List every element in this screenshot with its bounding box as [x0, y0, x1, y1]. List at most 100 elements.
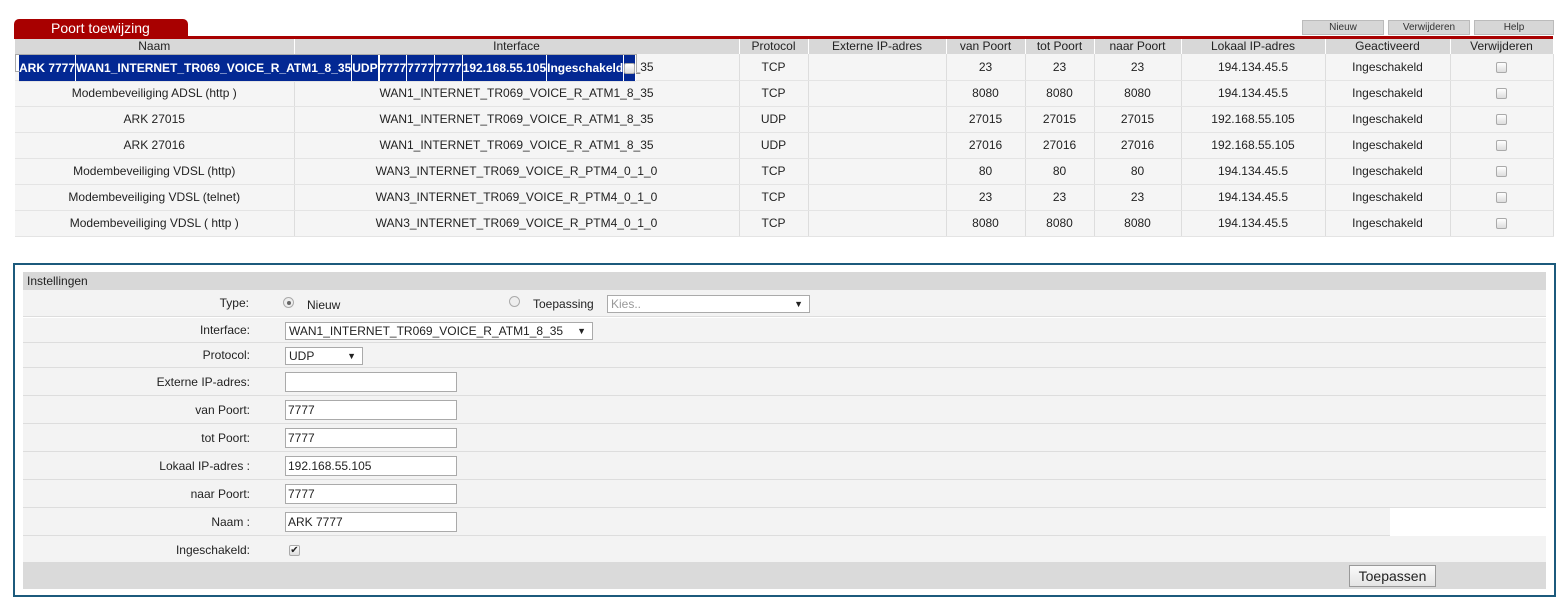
table-cell: 8080	[946, 80, 1026, 107]
radio-new[interactable]	[283, 297, 294, 308]
table-cell: 80	[1094, 158, 1182, 185]
radio-application[interactable]	[509, 296, 520, 307]
delete-checkbox[interactable]	[1496, 218, 1507, 230]
table-cell: 23	[946, 54, 1026, 81]
settings-title: Instellingen	[23, 272, 1546, 290]
table-cell: 192.168.55.105	[1181, 132, 1326, 159]
table-cell: 8080	[1025, 80, 1095, 107]
table-cell: 8080	[1094, 210, 1182, 237]
interface-select-value: WAN1_INTERNET_TR069_VOICE_R_ATM1_8_35	[289, 323, 564, 338]
delete-checkbox[interactable]	[1496, 62, 1507, 74]
local-ip-input[interactable]: 192.168.55.105	[285, 456, 457, 476]
table-cell: 8080	[1094, 80, 1182, 107]
table-cell: Ingeschakeld	[1325, 106, 1451, 133]
dest-port-input[interactable]: 7777	[285, 484, 457, 504]
name-label: Naam :	[211, 515, 250, 529]
enabled-label: Ingeschakeld:	[175, 543, 250, 557]
table-cell: Ingeschakeld	[1325, 184, 1451, 211]
table-cell: 27016	[1025, 132, 1095, 159]
table-cell: TCP	[739, 210, 809, 237]
table-cell: 27015	[1094, 106, 1182, 133]
dest-port-row: naar Poort: 7777	[23, 480, 1546, 508]
table-cell: 7777	[379, 55, 408, 82]
delete-checkbox[interactable]	[1496, 140, 1507, 152]
local-ip-row: Lokaal IP-adres : 192.168.55.105	[23, 452, 1546, 480]
table-cell	[808, 158, 947, 185]
table-cell: UDP	[739, 106, 809, 133]
tab-underline	[14, 36, 1553, 39]
column-header: naar Poort	[1094, 39, 1182, 54]
table-row[interactable]: ARK 7777 WAN1_INTERNET_TR069_VOICE_R_ATM1…	[15, 54, 638, 82]
protocol-label: Protocol:	[202, 348, 250, 362]
name-input[interactable]: ARK 7777	[285, 512, 457, 532]
delete-checkbox[interactable]	[1496, 114, 1507, 126]
protocol-select[interactable]: UDP ▼	[285, 346, 363, 365]
interface-label: Interface:	[199, 323, 250, 337]
table-cell: 27015	[1025, 106, 1095, 133]
table-row[interactable]: ARK 27016 WAN1_INTERNET_TR069_VOICE_R_ATM…	[15, 132, 1554, 159]
delete-cell	[1450, 80, 1554, 107]
type-row: Type: Nieuw Toepassing Kies.. ▼	[23, 290, 1546, 317]
delete-checkbox[interactable]	[1496, 88, 1507, 100]
table-cell	[378, 55, 380, 82]
table-row[interactable]: Modembeveiliging VDSL (telnet) WAN3_INTER…	[15, 184, 1554, 211]
table-row[interactable]: Modembeveiliging VDSL (http) WAN3_INTERNE…	[15, 158, 1554, 185]
table-cell: WAN1_INTERNET_TR069_VOICE_R_ATM1_8_35	[294, 106, 740, 133]
table-cell: 194.134.45.5	[1181, 80, 1326, 107]
apply-button[interactable]: Toepassen	[1349, 565, 1436, 587]
table-cell: 194.134.45.5	[1181, 158, 1326, 185]
table-cell: 194.134.45.5	[1181, 54, 1326, 81]
delete-checkbox[interactable]	[1496, 192, 1507, 204]
to-port-input[interactable]: 7777	[285, 428, 457, 448]
help-button[interactable]: Help	[1474, 20, 1554, 35]
delete-cell	[1450, 184, 1554, 211]
application-select[interactable]: Kies.. ▼	[607, 295, 810, 313]
table-cell: WAN1_INTERNET_TR069_VOICE_R_ATM1_8_35	[75, 55, 353, 82]
table-row[interactable]: ARK 27015 WAN1_INTERNET_TR069_VOICE_R_ATM…	[15, 106, 1554, 133]
interface-select[interactable]: WAN1_INTERNET_TR069_VOICE_R_ATM1_8_35 ▼	[285, 321, 593, 340]
from-port-label: van Poort:	[195, 403, 250, 417]
table-cell: 23	[1094, 54, 1182, 81]
table-cell	[808, 132, 947, 159]
table-cell	[808, 54, 947, 81]
protocol-row: Protocol: UDP ▼	[23, 343, 1546, 368]
table-cell: 7777	[434, 55, 463, 82]
table-cell: Modembeveiliging ADSL (http )	[15, 80, 295, 107]
column-header: Naam	[15, 39, 295, 54]
enabled-checkbox[interactable]: ✔	[289, 544, 300, 556]
delete-checkbox[interactable]	[1496, 166, 1507, 178]
column-header: tot Poort	[1025, 39, 1095, 54]
column-header: Externe IP-adres	[808, 39, 947, 54]
to-port-row: tot Poort: 7777	[23, 424, 1546, 452]
name-row: Naam : ARK 7777	[23, 508, 1390, 536]
column-header: Protocol	[739, 39, 809, 54]
from-port-input[interactable]: 7777	[285, 400, 457, 420]
table-cell: WAN1_INTERNET_TR069_VOICE_R_ATM1_8_35	[294, 132, 740, 159]
table-row[interactable]: Modembeveiliging ADSL (http ) WAN1_INTERN…	[15, 80, 1554, 107]
ext-ip-input[interactable]	[285, 372, 457, 392]
table-row[interactable]: Modembeveiliging VDSL ( http ) WAN3_INTER…	[15, 210, 1554, 237]
table-cell: 23	[946, 184, 1026, 211]
table-cell: 80	[946, 158, 1026, 185]
new-button[interactable]: Nieuw	[1302, 20, 1384, 35]
to-port-label: tot Poort:	[201, 431, 250, 445]
column-header: van Poort	[946, 39, 1026, 54]
table-cell: ARK 27016	[15, 132, 295, 159]
table-cell: 27015	[946, 106, 1026, 133]
local-ip-label: Lokaal IP-adres :	[159, 459, 250, 473]
tab-poort-toewijzing[interactable]: Poort toewijzing	[14, 19, 188, 37]
table-cell: WAN3_INTERNET_TR069_VOICE_R_PTM4_0_1_0	[294, 184, 740, 211]
table-cell: WAN1_INTERNET_TR069_VOICE_R_ATM1_8_35	[294, 80, 740, 107]
table-cell	[808, 80, 947, 107]
table-cell: 194.134.45.5	[1181, 210, 1326, 237]
table-cell: Modembeveiliging VDSL ( http )	[15, 210, 295, 237]
table-cell: TCP	[739, 80, 809, 107]
table-cell	[808, 106, 947, 133]
delete-cell	[1450, 132, 1554, 159]
delete-button[interactable]: Verwijderen	[1388, 20, 1470, 35]
delete-checkbox[interactable]	[624, 63, 636, 75]
table-cell: TCP	[739, 158, 809, 185]
table-cell: 23	[1025, 54, 1095, 81]
dest-port-label: naar Poort:	[190, 487, 250, 501]
delete-cell	[1450, 106, 1554, 133]
